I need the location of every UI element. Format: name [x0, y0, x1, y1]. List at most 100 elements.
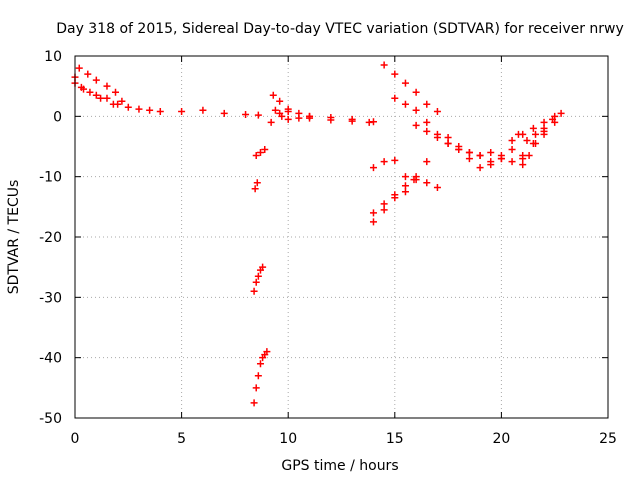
data-point [112, 88, 120, 96]
data-point [540, 118, 548, 126]
data-point [242, 111, 250, 119]
data-layer [71, 61, 565, 407]
data-point [103, 82, 111, 90]
data-point [306, 112, 314, 120]
y-tick-label: -30 [39, 290, 62, 306]
data-point [261, 146, 269, 154]
data-point [92, 76, 100, 84]
data-point [267, 118, 275, 126]
data-point [92, 91, 100, 99]
data-point [391, 156, 399, 164]
data-point [86, 88, 94, 96]
chart-title: Day 318 of 2015, Sidereal Day-to-day VTE… [56, 21, 624, 37]
data-point [391, 191, 399, 199]
x-axis-label: GPS time / hours [281, 458, 398, 474]
data-point [254, 111, 262, 119]
data-point [253, 179, 261, 187]
data-point [220, 109, 228, 117]
data-point [401, 79, 409, 87]
data-point [118, 97, 126, 105]
data-point [284, 115, 292, 123]
data-point [401, 182, 409, 190]
series-arc-1 [71, 73, 262, 119]
data-point [519, 152, 527, 160]
data-point [423, 127, 431, 135]
y-axis-label: SDTVAR / TECUs [6, 180, 22, 295]
data-point [401, 173, 409, 181]
series-arc-10 [271, 106, 314, 123]
data-point [401, 188, 409, 196]
data-point [271, 106, 279, 114]
data-point [199, 106, 207, 114]
data-point [433, 108, 441, 116]
data-point [529, 124, 537, 132]
data-point [412, 121, 420, 129]
data-point [256, 149, 264, 157]
data-point [508, 158, 516, 166]
data-point [156, 108, 164, 116]
data-point [178, 108, 186, 116]
tick-layer: 0 5 10 15 20 25 10 0 -10 -20 -30 -40 -50 [39, 49, 617, 447]
series-arc-6 [251, 179, 261, 193]
series-arc-12 [369, 158, 431, 226]
x-tick-label: 15 [386, 431, 404, 447]
data-point [252, 384, 260, 392]
data-point [476, 152, 484, 160]
x-tick-label: 5 [177, 431, 186, 447]
y-tick-label: -10 [39, 170, 62, 186]
data-point [508, 146, 516, 154]
data-point [84, 70, 92, 78]
x-tick-label: 20 [492, 431, 510, 447]
data-point [433, 184, 441, 192]
data-point [497, 152, 505, 160]
data-point [529, 139, 537, 147]
x-tick-label: 25 [599, 431, 617, 447]
data-point [327, 114, 335, 122]
data-point [465, 155, 473, 163]
data-point [401, 100, 409, 108]
data-point [444, 133, 452, 141]
y-tick-label: 0 [53, 109, 62, 125]
series-arc-22 [508, 127, 548, 160]
data-point [146, 106, 154, 114]
x-tick-label: 0 [71, 431, 80, 447]
data-point [251, 185, 259, 193]
data-point [380, 206, 388, 214]
x-tick-label: 10 [279, 431, 297, 447]
data-point [256, 360, 264, 368]
data-point [254, 372, 262, 380]
data-point [423, 158, 431, 166]
data-point [348, 115, 356, 123]
data-point [252, 278, 260, 286]
data-point [252, 152, 260, 160]
data-point [75, 64, 83, 72]
data-point [124, 103, 132, 111]
data-point [380, 200, 388, 208]
data-point [254, 272, 262, 280]
data-point [97, 94, 105, 102]
data-point [269, 91, 277, 99]
data-point [476, 164, 484, 172]
data-point [263, 348, 271, 356]
data-point [487, 149, 495, 157]
series-arc-4 [250, 348, 271, 407]
series-arc-14 [401, 173, 441, 192]
y-tick-label: -50 [39, 411, 62, 427]
series-arc-2 [75, 64, 126, 105]
series-arc-11 [369, 156, 399, 172]
data-point [412, 106, 420, 114]
series-arc-15 [380, 61, 441, 116]
series-arc-7 [252, 146, 269, 160]
data-point [284, 105, 292, 113]
data-point [103, 94, 111, 102]
data-point [391, 70, 399, 78]
data-point [523, 136, 531, 144]
series-arc-5 [250, 263, 267, 295]
data-point [487, 158, 495, 166]
data-point [369, 218, 377, 226]
data-point [525, 152, 533, 160]
data-point [514, 130, 522, 138]
